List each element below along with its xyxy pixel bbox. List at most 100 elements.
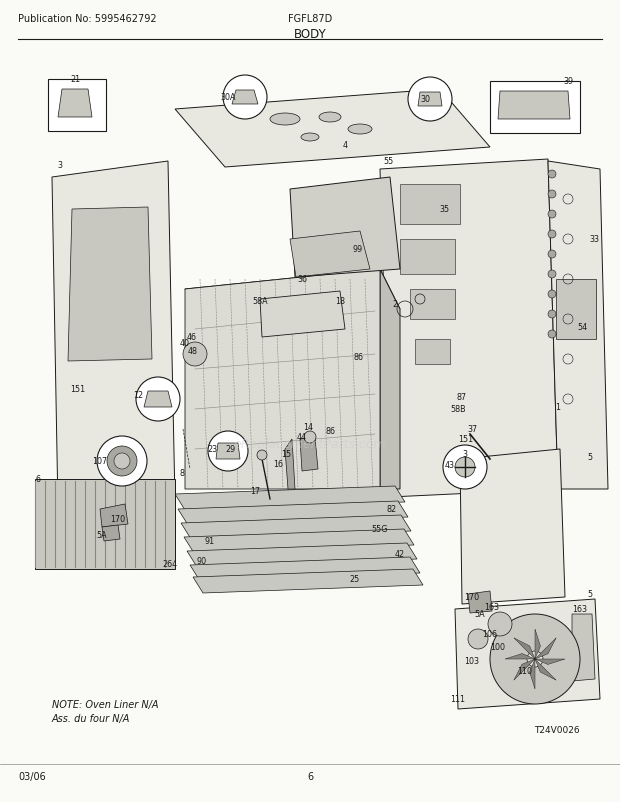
Polygon shape bbox=[35, 480, 175, 569]
Polygon shape bbox=[58, 90, 92, 118]
Polygon shape bbox=[418, 93, 442, 107]
Text: 87: 87 bbox=[457, 393, 467, 402]
Polygon shape bbox=[285, 439, 295, 489]
Text: 40: 40 bbox=[180, 339, 190, 348]
Circle shape bbox=[136, 378, 180, 422]
Polygon shape bbox=[514, 638, 535, 659]
Polygon shape bbox=[380, 160, 558, 497]
Circle shape bbox=[223, 76, 267, 119]
Polygon shape bbox=[400, 240, 455, 274]
Circle shape bbox=[208, 431, 248, 472]
Polygon shape bbox=[144, 391, 172, 407]
Text: 151: 151 bbox=[458, 435, 474, 444]
Text: 1: 1 bbox=[556, 403, 560, 412]
Text: 03/06: 03/06 bbox=[18, 771, 46, 781]
Text: eReplacementParts.com: eReplacementParts.com bbox=[234, 438, 386, 451]
Text: 43: 43 bbox=[445, 461, 455, 470]
Polygon shape bbox=[100, 504, 128, 528]
Circle shape bbox=[443, 445, 487, 489]
Text: 6: 6 bbox=[307, 771, 313, 781]
Polygon shape bbox=[175, 90, 490, 168]
Ellipse shape bbox=[301, 134, 319, 142]
Polygon shape bbox=[380, 269, 400, 489]
Text: 30A: 30A bbox=[220, 92, 236, 101]
Text: 5: 5 bbox=[587, 589, 593, 599]
Text: 33: 33 bbox=[589, 235, 599, 244]
Polygon shape bbox=[68, 208, 152, 362]
Polygon shape bbox=[410, 290, 455, 320]
Circle shape bbox=[490, 614, 580, 704]
Text: 5A: 5A bbox=[475, 610, 485, 618]
Polygon shape bbox=[535, 630, 541, 659]
Circle shape bbox=[548, 231, 556, 239]
Circle shape bbox=[183, 342, 207, 367]
Text: 44: 44 bbox=[297, 433, 307, 442]
Bar bbox=[556, 280, 596, 339]
Text: 12: 12 bbox=[133, 391, 143, 400]
Text: Publication No: 5995462792: Publication No: 5995462792 bbox=[18, 14, 157, 24]
Text: 103: 103 bbox=[464, 657, 479, 666]
Polygon shape bbox=[290, 232, 370, 277]
Text: 16: 16 bbox=[273, 460, 283, 469]
Text: NOTE: Oven Liner N/A: NOTE: Oven Liner N/A bbox=[52, 699, 159, 709]
Circle shape bbox=[548, 191, 556, 199]
Text: 6: 6 bbox=[35, 475, 40, 484]
Text: 58A: 58A bbox=[252, 297, 268, 306]
Circle shape bbox=[97, 436, 147, 486]
Text: 86: 86 bbox=[353, 353, 363, 362]
Text: 42: 42 bbox=[395, 550, 405, 559]
Text: 23: 23 bbox=[207, 445, 217, 454]
Ellipse shape bbox=[455, 457, 475, 477]
Circle shape bbox=[548, 171, 556, 179]
Circle shape bbox=[548, 270, 556, 278]
Polygon shape bbox=[300, 437, 318, 472]
Polygon shape bbox=[290, 178, 400, 277]
Polygon shape bbox=[52, 162, 175, 509]
Text: 100: 100 bbox=[490, 642, 505, 652]
Text: BODY: BODY bbox=[294, 28, 326, 41]
Polygon shape bbox=[216, 444, 240, 460]
Polygon shape bbox=[193, 569, 423, 593]
Polygon shape bbox=[460, 449, 565, 604]
Polygon shape bbox=[415, 339, 450, 365]
Text: 111: 111 bbox=[451, 695, 466, 703]
Text: T24V0026: T24V0026 bbox=[534, 725, 580, 734]
Polygon shape bbox=[190, 557, 420, 581]
Polygon shape bbox=[505, 654, 535, 659]
Circle shape bbox=[548, 330, 556, 338]
Text: 3: 3 bbox=[58, 160, 63, 169]
Text: 90: 90 bbox=[197, 557, 207, 565]
Text: 110: 110 bbox=[518, 666, 533, 675]
Text: FGFL87D: FGFL87D bbox=[288, 14, 332, 24]
Text: 8: 8 bbox=[180, 469, 185, 478]
Text: 55: 55 bbox=[383, 157, 393, 166]
Circle shape bbox=[548, 211, 556, 219]
Circle shape bbox=[548, 251, 556, 259]
Text: 37: 37 bbox=[467, 425, 477, 434]
Polygon shape bbox=[185, 269, 380, 489]
Text: 54: 54 bbox=[577, 323, 587, 332]
Ellipse shape bbox=[114, 453, 130, 469]
Text: 86: 86 bbox=[325, 427, 335, 436]
Text: 25: 25 bbox=[350, 575, 360, 584]
Ellipse shape bbox=[348, 125, 372, 135]
Text: 46: 46 bbox=[187, 333, 197, 342]
Polygon shape bbox=[178, 501, 408, 525]
Text: 163: 163 bbox=[484, 603, 500, 612]
Polygon shape bbox=[187, 543, 417, 567]
Text: 2: 2 bbox=[392, 300, 397, 309]
Polygon shape bbox=[175, 486, 405, 510]
Text: 58B: 58B bbox=[450, 405, 466, 414]
Text: 151: 151 bbox=[71, 385, 86, 394]
Polygon shape bbox=[535, 659, 556, 680]
Circle shape bbox=[304, 431, 316, 444]
Text: 5: 5 bbox=[587, 453, 593, 462]
Text: 55G: 55G bbox=[372, 525, 388, 534]
Polygon shape bbox=[455, 599, 600, 709]
Circle shape bbox=[527, 651, 543, 667]
Ellipse shape bbox=[270, 114, 300, 126]
Bar bbox=[48, 80, 106, 132]
Text: 29: 29 bbox=[225, 445, 235, 454]
Polygon shape bbox=[529, 659, 535, 689]
Circle shape bbox=[257, 451, 267, 460]
